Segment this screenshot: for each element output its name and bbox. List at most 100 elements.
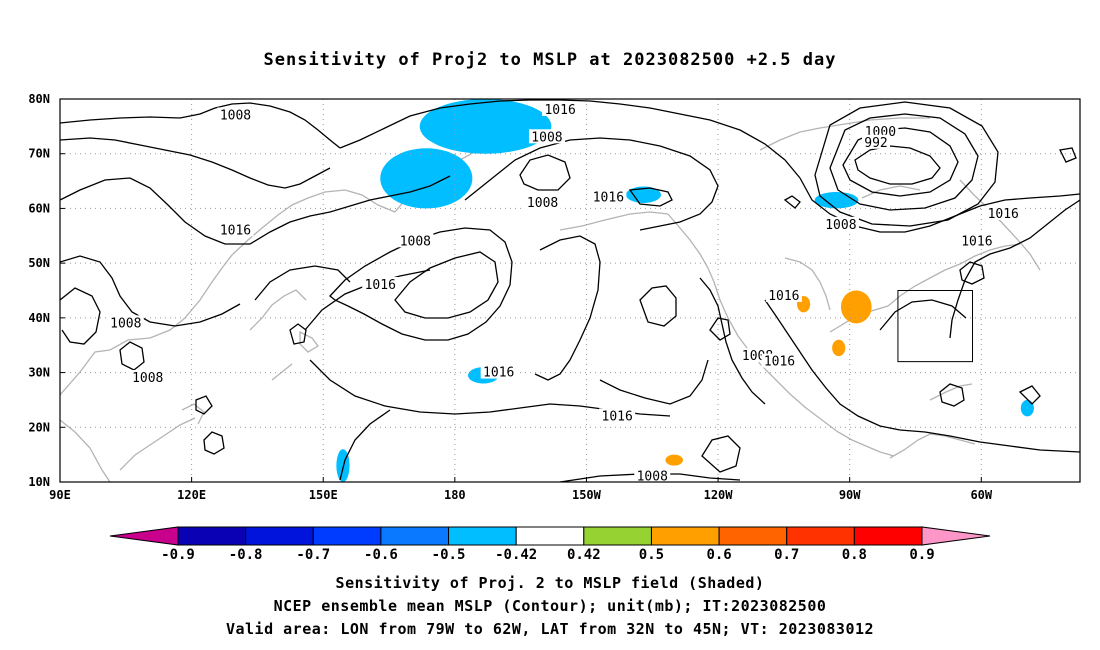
colorbar-box	[583, 526, 652, 546]
contour-line	[195, 395, 213, 415]
colorbar-box	[650, 526, 720, 546]
shaded-region	[419, 99, 552, 154]
contour-label-bg	[217, 222, 254, 237]
contour-label: 1016	[768, 289, 799, 304]
contour-label: 1016	[483, 366, 514, 381]
colorbar-label: 0.42	[567, 547, 601, 563]
contour-line	[854, 145, 941, 185]
contour-line	[464, 137, 719, 231]
contour-label-bg	[765, 287, 802, 302]
contour-line	[1059, 147, 1077, 163]
caption-contour: NCEP ensemble mean MSLP (Contour); unit(…	[273, 597, 827, 615]
y-tick-label: 50N	[28, 256, 50, 270]
x-axis-ticks: 90E 120E 150E 180 150W 120W 90W 60W	[49, 477, 993, 502]
y-tick-label: 70N	[28, 147, 50, 161]
contour-line	[339, 99, 801, 179]
contour-label-bg	[362, 277, 399, 292]
y-tick-label: 30N	[28, 366, 50, 380]
contour-line	[394, 251, 499, 319]
contour-line	[639, 285, 677, 327]
contour-label: 1008	[132, 371, 163, 386]
contour-label-bg	[542, 101, 579, 116]
contour-label: 1008	[527, 196, 558, 211]
colorbar-box	[380, 526, 450, 546]
x-tick-label: 120E	[177, 488, 206, 502]
colorbar-label: 0.5	[639, 547, 664, 563]
contour-label: 1008	[110, 316, 141, 331]
contour-label-bg	[107, 315, 144, 330]
coastline	[249, 289, 307, 331]
contour-line	[949, 199, 1080, 339]
colorbar-box	[853, 526, 923, 546]
coastline	[60, 419, 111, 482]
y-axis-ticks: 10N 20N 30N 40N 50N 60N 70N 80N	[28, 92, 65, 489]
colorbar: -0.9 -0.8 -0.7 -0.6 -0.5 -0.42 0.42 0.5 0.6 0.7 0.…	[109, 526, 991, 563]
x-tick-label: 180	[444, 488, 466, 502]
contour-label-bg	[528, 129, 565, 144]
colorbar-box	[312, 526, 382, 546]
map-frame	[59, 98, 1081, 483]
contour-label: 1016	[988, 207, 1019, 222]
contour-line	[304, 269, 431, 331]
colorbar-box	[515, 526, 585, 546]
coastline	[60, 189, 396, 396]
x-tick-label: 90W	[839, 488, 861, 502]
coastline	[861, 185, 921, 199]
contour-line	[534, 235, 601, 381]
contour-line	[60, 255, 241, 327]
contour-line	[628, 187, 673, 207]
contour-line	[60, 287, 101, 345]
y-tick-label: 40N	[28, 311, 50, 325]
contour-label: 1008	[531, 130, 562, 145]
colorbar-high-triangle	[921, 526, 991, 546]
contour-label: 1016	[220, 223, 251, 238]
shaded-region	[665, 454, 683, 466]
contour-label: 1008	[220, 108, 251, 123]
contour-label: 1008	[637, 470, 668, 485]
contour-line	[701, 435, 741, 473]
colorbar-label: -0.42	[495, 547, 537, 563]
contour-line	[339, 409, 391, 481]
coastline	[119, 417, 196, 471]
colorbar-label: -0.7	[296, 547, 330, 563]
shaded-region	[380, 148, 473, 209]
colorbar-box	[718, 526, 788, 546]
colorbar-label: -0.5	[432, 547, 466, 563]
contour-line	[699, 277, 766, 405]
contour-label: 1016	[365, 278, 396, 293]
contour-line	[1018, 385, 1041, 405]
contour-label-bg	[862, 134, 890, 149]
colorbar-label: 0.9	[909, 547, 934, 563]
y-tick-label: 80N	[28, 92, 50, 106]
chart-title: Sensitivity of Proj2 to MSLP at 20230825…	[263, 50, 837, 70]
coastline	[759, 117, 930, 151]
contour-line	[599, 359, 709, 405]
x-tick-label: 150W	[572, 488, 602, 502]
caption-shading: Sensitivity of Proj. 2 to MSLP field (Sh…	[335, 574, 765, 592]
valid-area-box	[897, 290, 974, 363]
contour-line	[203, 431, 225, 455]
contour-line	[289, 323, 307, 345]
coastline	[181, 403, 205, 425]
colorbar-low-triangle	[109, 526, 179, 546]
colorbar-label: -0.6	[364, 547, 398, 563]
contour-label: 1008	[825, 218, 856, 233]
mslp-contours	[60, 99, 1080, 482]
contour-line	[254, 265, 351, 301]
coastline	[889, 433, 976, 459]
colorbar-box	[786, 526, 855, 546]
x-tick-label: 90E	[49, 488, 71, 502]
contour-label-bg	[599, 408, 636, 423]
contour-line	[829, 113, 979, 211]
x-tick-label: 120W	[704, 488, 734, 502]
contour-line	[60, 102, 341, 149]
coastline	[271, 363, 293, 381]
shaded-region	[814, 192, 859, 209]
y-tick-label: 20N	[28, 420, 50, 434]
colorbar-box	[245, 526, 314, 546]
contour-label: 1016	[544, 103, 575, 118]
coastline	[784, 257, 831, 311]
x-tick-label: 150E	[309, 488, 338, 502]
colorbar-box	[448, 526, 517, 546]
